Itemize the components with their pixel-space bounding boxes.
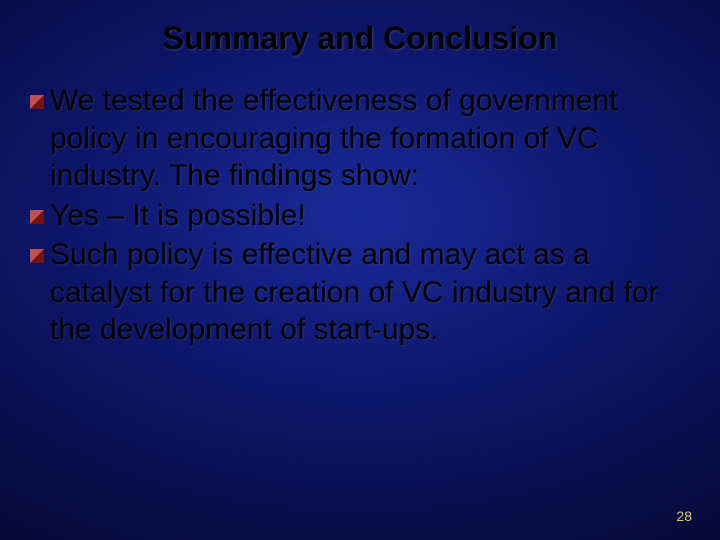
list-item: We tested the effectiveness of governmen…	[30, 82, 682, 195]
bullet-text: Yes – It is possible!	[50, 197, 306, 235]
title-container: Summary and Conclusion	[80, 10, 640, 67]
slide-body: We tested the effectiveness of governmen…	[30, 82, 682, 351]
slide-title: Summary and Conclusion	[100, 20, 620, 57]
bullet-text: We tested the effectiveness of governmen…	[50, 82, 682, 195]
bullet-text: Such policy is effective and may act as …	[50, 236, 682, 349]
slide: Summary and Conclusion We tested the eff…	[0, 0, 720, 540]
bullet-icon	[30, 249, 44, 263]
bullet-icon	[30, 210, 44, 224]
list-item: Such policy is effective and may act as …	[30, 236, 682, 349]
bullet-icon	[30, 95, 44, 109]
list-item: Yes – It is possible!	[30, 197, 682, 235]
page-number: 28	[676, 508, 692, 524]
